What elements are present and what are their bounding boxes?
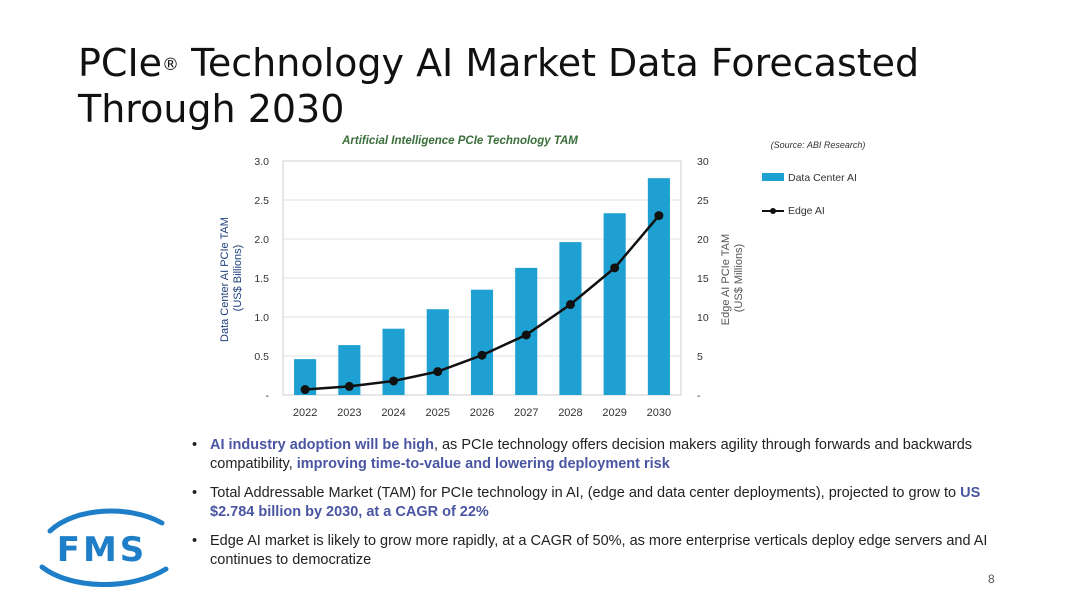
- right-tick-label: 5: [697, 351, 703, 363]
- x-tick-label: 2026: [470, 407, 494, 419]
- edge-ai-point-2029: [610, 263, 620, 273]
- bar-2024: [382, 328, 405, 395]
- x-tick-label: 2024: [381, 407, 405, 419]
- right-tick-label: 25: [697, 195, 709, 207]
- bullet-list: AI industry adoption will be high, as PC…: [190, 436, 990, 580]
- left-tick-label: 2.0: [254, 234, 269, 246]
- x-tick-label: 2025: [426, 407, 450, 419]
- right-axis-label-line1: Edge AI PCIe TAM: [720, 234, 732, 325]
- page-number: 8: [988, 572, 995, 586]
- x-tick-label: 2029: [602, 407, 626, 419]
- right-tick-label: 30: [697, 156, 709, 168]
- registered-mark: ®: [162, 55, 180, 75]
- left-axis-label-line1: Data Center AI PCIe TAM: [219, 217, 231, 342]
- bar-2023: [338, 345, 361, 395]
- title-prefix: PCIe: [78, 41, 163, 85]
- bullet-text: Edge AI market is likely to grow more ra…: [210, 533, 988, 568]
- bullet-text: Total Addressable Market (TAM) for PCIe …: [210, 485, 961, 501]
- x-tick-label: 2022: [293, 407, 317, 419]
- x-axis-ticks: 2022 2023 2024 2025 2026 2027 2028 2029 2030: [293, 407, 671, 419]
- chart-source: (Source: ABI Research): [771, 140, 866, 150]
- bullet-item: Edge AI market is likely to grow more ra…: [190, 532, 990, 570]
- edge-ai-point-2027: [521, 330, 531, 340]
- right-tick-label: -: [697, 390, 701, 402]
- legend-swatch-edge-ai-marker: [770, 208, 776, 214]
- title-rest: Technology AI Market Data Forecasted Thr…: [78, 41, 920, 131]
- edge-ai-point-2028: [565, 300, 575, 310]
- left-axis-label-line2: (US$ Billions): [232, 245, 244, 312]
- left-tick-label: 2.5: [254, 195, 269, 207]
- edge-ai-point-2022: [300, 385, 310, 395]
- edge-ai-point-2030: [654, 211, 664, 221]
- right-axis-label-line2: (US$ Millions): [733, 244, 745, 312]
- right-tick-label: 10: [697, 312, 709, 324]
- edge-ai-point-2023: [344, 381, 354, 391]
- edge-ai-point-2024: [389, 376, 399, 386]
- edge-ai-point-2025: [433, 367, 443, 377]
- bar-2028: [559, 242, 582, 395]
- chart-title: Artificial Intelligence PCIe Technology …: [341, 135, 578, 147]
- bullet-text: , as PCIe technology offers decision mak…: [210, 437, 973, 472]
- bar-2030: [647, 178, 670, 395]
- left-axis-label: Data Center AI PCIe TAM (US$ Billions): [219, 214, 244, 342]
- bar-2029: [603, 213, 626, 395]
- left-tick-label: -: [266, 390, 270, 402]
- logo-text: FMS: [57, 530, 148, 570]
- left-axis-ticks: - 0.5 1.0 1.5 2.0 2.5 3.0: [254, 156, 269, 402]
- left-tick-label: 0.5: [254, 351, 269, 363]
- left-tick-label: 3.0: [254, 156, 269, 168]
- bullet-highlight: US $2.784 billion by 2030, at a CAGR of …: [210, 485, 981, 520]
- legend-label-edge-ai: Edge AI: [788, 205, 825, 217]
- bullet-highlight: AI industry adoption will be high: [210, 437, 434, 453]
- legend-label-data-center-ai: Data Center AI: [788, 172, 857, 184]
- x-tick-label: 2023: [337, 407, 361, 419]
- bar-2026: [470, 289, 494, 395]
- left-tick-label: 1.5: [254, 273, 269, 285]
- right-tick-label: 15: [697, 273, 709, 285]
- logo-swoosh-top: [47, 508, 165, 534]
- bar-2025: [426, 309, 449, 395]
- legend: Data Center AI Edge AI: [762, 172, 857, 217]
- right-axis-ticks: - 5 10 15 20 25 30: [697, 156, 709, 402]
- bullet-item: Total Addressable Market (TAM) for PCIe …: [190, 484, 990, 522]
- legend-swatch-data-center-ai: [762, 173, 784, 181]
- line-edge-ai: [300, 211, 664, 395]
- right-tick-label: 20: [697, 234, 709, 246]
- bar-2022: [294, 359, 317, 395]
- bullet-highlight: improving time-to-value and lowering dep…: [296, 456, 670, 472]
- x-tick-label: 2027: [514, 407, 538, 419]
- tam-chart: Artificial Intelligence PCIe Technology …: [219, 135, 866, 419]
- right-axis-label: Edge AI PCIe TAM (US$ Millions): [720, 231, 745, 325]
- edge-ai-point-2026: [477, 350, 487, 360]
- left-tick-label: 1.0: [254, 312, 269, 324]
- slide-title: PCIe® Technology AI Market Data Forecast…: [78, 40, 978, 132]
- logo-swoosh-bottom: [39, 564, 169, 587]
- x-tick-label: 2028: [558, 407, 582, 419]
- x-tick-label: 2030: [647, 407, 671, 419]
- bullet-item: AI industry adoption will be high, as PC…: [190, 436, 990, 474]
- fms-logo: FMS: [39, 508, 169, 587]
